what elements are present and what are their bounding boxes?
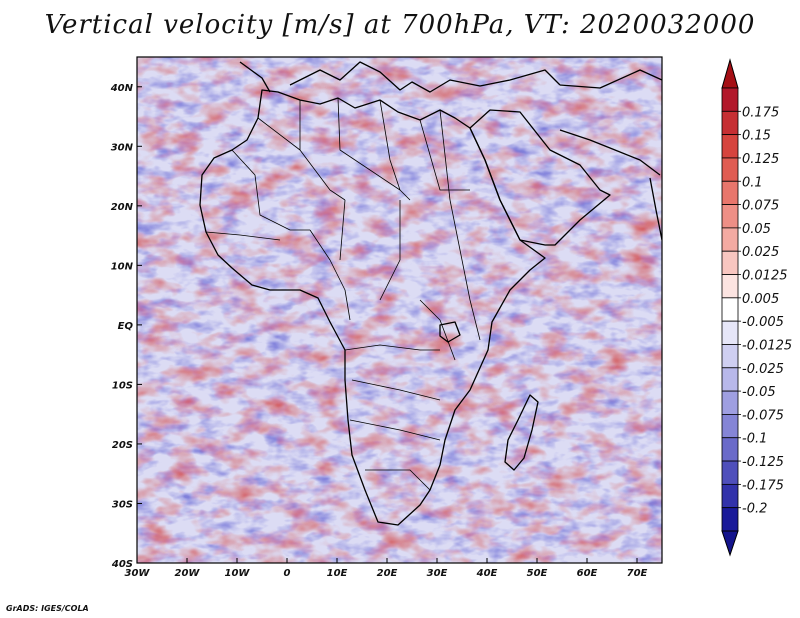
colorbar-label: -0.025 bbox=[742, 362, 784, 377]
arabia-outline bbox=[469, 109, 611, 246]
longitude-axis: 30W 20W 10W 0 10E 20E 30E 40E 50E 60E 70E bbox=[125, 558, 648, 579]
colorbar-swatch bbox=[721, 414, 739, 439]
colorbar-swatch bbox=[721, 460, 739, 485]
lat-tick-label: 40N bbox=[110, 83, 134, 94]
lon-tick-label: 70E bbox=[627, 568, 648, 579]
colorbar-swatch bbox=[721, 250, 739, 275]
lon-tick-label: 10W bbox=[225, 568, 251, 579]
country-borders bbox=[205, 97, 481, 491]
colorbar-label: -0.075 bbox=[742, 408, 784, 423]
colorbar-swatch bbox=[721, 297, 739, 322]
colorbar-swatch bbox=[721, 437, 739, 462]
lon-tick-label: 0 bbox=[284, 568, 291, 579]
colorbar-swatch bbox=[721, 367, 739, 392]
colorbar-label: -0.1 bbox=[742, 432, 767, 447]
coastlines bbox=[199, 61, 662, 526]
colorbar-label: -0.05 bbox=[742, 385, 776, 400]
colorbar-min-arrow bbox=[721, 530, 739, 557]
colorbar-swatch bbox=[721, 483, 739, 509]
colorbar-swatch bbox=[721, 204, 739, 229]
colorbar-label: 0.175 bbox=[742, 105, 779, 120]
colorbar-label: 0.025 bbox=[742, 245, 779, 260]
velocity-field bbox=[137, 57, 662, 563]
lat-tick-label: 20S bbox=[112, 440, 133, 451]
colorbar-label: -0.0125 bbox=[742, 338, 792, 353]
lon-tick-label: 10E bbox=[327, 568, 348, 579]
africa-coastline bbox=[199, 89, 546, 526]
map-title: Vertical velocity [m/s] at 700hPa, VT: 2… bbox=[44, 10, 756, 40]
europe-coastline bbox=[239, 61, 662, 93]
lat-tick-label: 10N bbox=[111, 261, 134, 272]
lat-tick-label: 10S bbox=[112, 380, 133, 391]
colorbar-label: -0.175 bbox=[742, 478, 784, 493]
colorbar-swatch bbox=[721, 274, 739, 299]
colorbar-swatch bbox=[721, 390, 739, 415]
colorbar-swatch bbox=[721, 344, 739, 369]
map-frame bbox=[136, 56, 663, 564]
lat-tick-label: EQ bbox=[118, 321, 134, 332]
colorbar-label: -0.125 bbox=[742, 455, 784, 470]
colorbar-max-arrow bbox=[721, 58, 739, 89]
colorbar-label: 0.0125 bbox=[742, 269, 788, 284]
lon-tick-label: 60E bbox=[577, 568, 598, 579]
iran-coastline bbox=[559, 129, 661, 176]
colorbar-label: -0.005 bbox=[742, 315, 784, 330]
colorbar-swatch bbox=[721, 320, 739, 345]
lon-tick-label: 30W bbox=[125, 568, 151, 579]
lon-tick-label: 30E bbox=[427, 568, 448, 579]
colorbar-label: 0.125 bbox=[742, 152, 779, 167]
lat-tick-label: 30S bbox=[112, 499, 133, 510]
lon-tick-label: 40E bbox=[476, 568, 498, 579]
colorbar-label: 0.005 bbox=[742, 292, 779, 307]
colorbar-swatch bbox=[721, 110, 739, 136]
colorbar-swatch bbox=[721, 180, 739, 205]
lon-tick-label: 20W bbox=[175, 568, 201, 579]
lon-tick-label: 50E bbox=[527, 568, 548, 579]
colorbar-label: 0.15 bbox=[742, 129, 771, 144]
latitude-axis: 40N 30N 20N 10N EQ 10S 20S 30S 40S bbox=[110, 83, 142, 570]
colorbar-swatch bbox=[721, 507, 739, 532]
colorbar-swatch bbox=[721, 227, 739, 252]
lat-tick-label: 40S bbox=[111, 559, 133, 570]
colorbar-label: -0.2 bbox=[742, 502, 767, 517]
lake-victoria bbox=[439, 321, 461, 343]
credit-text: GrADS: IGES/COLA bbox=[6, 604, 89, 613]
lat-tick-label: 20N bbox=[111, 202, 134, 213]
madagascar-outline bbox=[504, 394, 539, 471]
colorbar: 0.175 0.15 0.125 0.1 0.075 0.05 0.025 0.0125 0.0… bbox=[721, 58, 792, 557]
colorbar-swatch bbox=[721, 157, 739, 182]
colorbar-swatch bbox=[721, 134, 739, 159]
lat-tick-label: 30N bbox=[111, 142, 134, 153]
colorbar-label: 0.1 bbox=[742, 175, 763, 190]
india-coastline bbox=[649, 177, 662, 241]
lon-tick-label: 20E bbox=[377, 568, 398, 579]
colorbar-label: 0.075 bbox=[742, 199, 779, 214]
colorbar-swatch bbox=[721, 87, 739, 112]
colorbar-label: 0.05 bbox=[742, 222, 771, 237]
